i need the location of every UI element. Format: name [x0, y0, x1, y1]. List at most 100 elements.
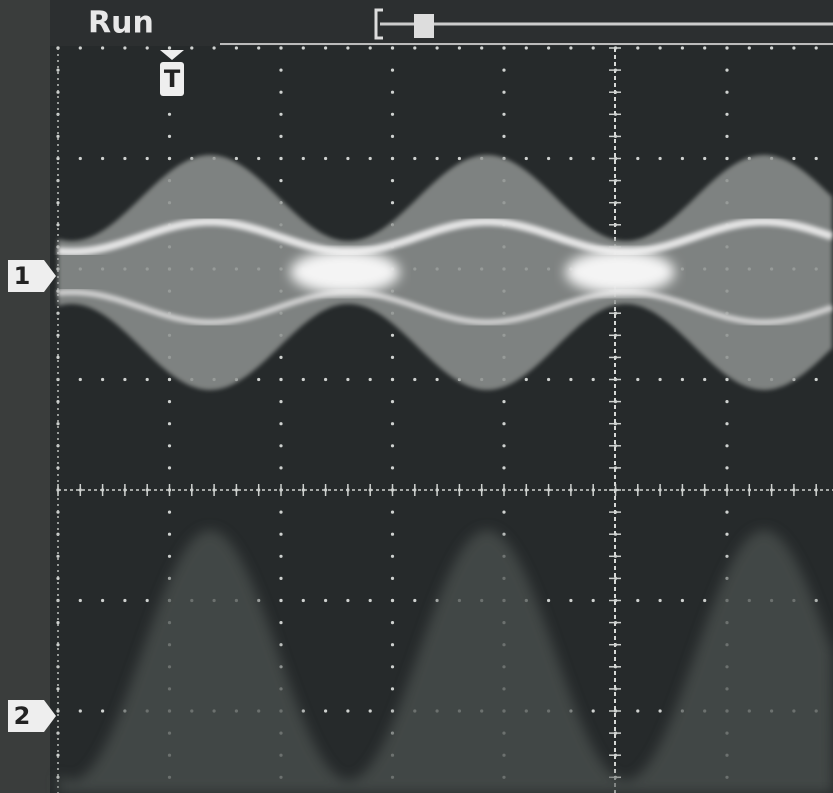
grid-dot: [213, 46, 216, 49]
grid-dot: [391, 444, 394, 447]
grid-dot: [502, 135, 505, 138]
grid-dot: [391, 69, 394, 72]
grid-dot: [168, 378, 171, 381]
grid-dot: [279, 400, 282, 403]
grid-dot: [123, 157, 126, 160]
grid-dot: [592, 599, 595, 602]
grid-dot: [681, 599, 684, 602]
grid-dot: [636, 378, 639, 381]
grid-dot: [547, 46, 550, 49]
grid-dot: [391, 334, 394, 337]
grid-dot: [56, 621, 59, 624]
grid-dot: [547, 378, 550, 381]
grid-dot: [369, 157, 372, 160]
channel-2-label: 2: [14, 702, 31, 730]
grid-dot: [703, 599, 706, 602]
grid-dot: [569, 378, 572, 381]
grid-dot: [56, 135, 59, 138]
grid-dot: [146, 378, 149, 381]
grid-dot: [56, 69, 59, 72]
grid-dot: [235, 46, 238, 49]
grid-dot: [56, 201, 59, 204]
record-marker: [414, 14, 434, 38]
grid-dot: [391, 466, 394, 469]
grid-dot: [458, 46, 461, 49]
channel-1-label: 1: [14, 262, 31, 290]
grid-dot: [815, 599, 818, 602]
channel-1-node: [565, 250, 675, 294]
grid-dot: [123, 46, 126, 49]
grid-dot: [279, 422, 282, 425]
grid-dot: [257, 157, 260, 160]
grid-dot: [770, 46, 773, 49]
grid-dot: [302, 46, 305, 49]
channel-1-node: [290, 250, 400, 294]
grid-dot: [502, 91, 505, 94]
grid-dot: [725, 69, 728, 72]
grid-dot: [525, 378, 528, 381]
grid-dot: [123, 599, 126, 602]
grid-dot: [391, 356, 394, 359]
grid-dot: [725, 422, 728, 425]
grid-dot: [302, 157, 305, 160]
grid-dot: [569, 599, 572, 602]
grid-dot: [569, 46, 572, 49]
grid-dot: [681, 378, 684, 381]
grid-dot: [369, 378, 372, 381]
grid-dot: [146, 46, 149, 49]
grid-dot: [257, 46, 260, 49]
grid-dot: [502, 69, 505, 72]
grid-dot: [302, 599, 305, 602]
grid-dot: [279, 510, 282, 513]
grid-dot: [636, 46, 639, 49]
grid-dot: [56, 555, 59, 558]
grid-dot: [725, 533, 728, 536]
grid-dot: [525, 157, 528, 160]
grid-dot: [725, 46, 728, 49]
grid-dot: [502, 444, 505, 447]
grid-dot: [391, 201, 394, 204]
grid-dot: [79, 709, 82, 712]
grid-dot: [168, 510, 171, 513]
grid-dot: [725, 555, 728, 558]
grid-dot: [168, 466, 171, 469]
grid-dot: [636, 599, 639, 602]
grid-dot: [369, 46, 372, 49]
grid-dot: [413, 599, 416, 602]
grid-dot: [279, 135, 282, 138]
grid-dot: [346, 378, 349, 381]
grid-dot: [391, 179, 394, 182]
grid-dot: [480, 46, 483, 49]
grid-dot: [391, 400, 394, 403]
grid-dot: [725, 91, 728, 94]
grid-dot: [391, 687, 394, 690]
grid-dot: [391, 510, 394, 513]
grid-dot: [815, 157, 818, 160]
grid-dot: [168, 113, 171, 116]
grid-dot: [168, 555, 171, 558]
grid-dot: [279, 466, 282, 469]
grid-dot: [592, 46, 595, 49]
grid-dot: [815, 378, 818, 381]
grid-dot: [502, 113, 505, 116]
grid-dot: [703, 378, 706, 381]
grid-dot: [391, 643, 394, 646]
grid-dot: [703, 157, 706, 160]
grid-dot: [636, 709, 639, 712]
grid-dot: [146, 599, 149, 602]
grid-dot: [79, 599, 82, 602]
grid-dot: [391, 533, 394, 536]
left-bezel: [0, 0, 50, 793]
grid-dot: [257, 378, 260, 381]
grid-dot: [792, 157, 795, 160]
grid-dot: [502, 510, 505, 513]
grid-dot: [324, 46, 327, 49]
grid-dot: [168, 400, 171, 403]
grid-dot: [101, 157, 104, 160]
grid-dot: [525, 46, 528, 49]
grid-dot: [592, 709, 595, 712]
grid-dot: [101, 599, 104, 602]
grid-dot: [725, 444, 728, 447]
grid-dot: [725, 400, 728, 403]
grid-dot: [324, 599, 327, 602]
